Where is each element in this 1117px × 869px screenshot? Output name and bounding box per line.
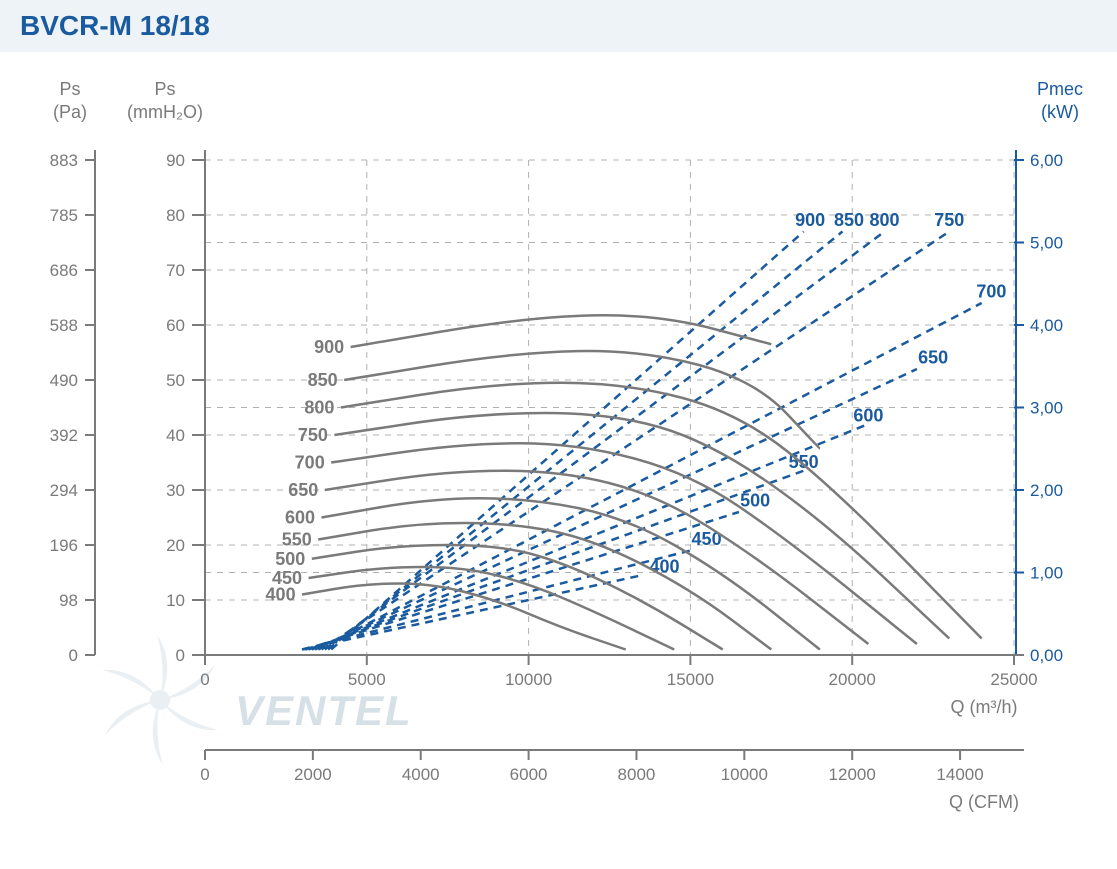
performance-curve-label: 650 bbox=[288, 480, 318, 500]
tick-x2: 8000 bbox=[618, 765, 656, 784]
tick-x2: 4000 bbox=[402, 765, 440, 784]
tick-mm: 20 bbox=[166, 536, 185, 555]
power-curve bbox=[312, 424, 869, 650]
chart-area: VENTEL Ps (Pa) Ps (mmH₂O) Pmec (kW) 0 98 196 294 39… bbox=[0, 60, 1117, 869]
axis-label-x2: Q (CFM) bbox=[949, 792, 1019, 812]
power-curve-label: 500 bbox=[740, 491, 770, 511]
tick-x1: 20000 bbox=[829, 670, 876, 689]
power-curve-label: 400 bbox=[649, 557, 679, 577]
tick-mm: 10 bbox=[166, 591, 185, 610]
tick-pmec: 0,00 bbox=[1030, 646, 1063, 665]
tick-pa: 294 bbox=[50, 481, 78, 500]
tick-pa: 785 bbox=[50, 206, 78, 225]
power-curve bbox=[315, 369, 917, 650]
power-curve-label: 650 bbox=[918, 348, 948, 368]
power-curve-label: 900 bbox=[795, 210, 825, 230]
tick-mm: 50 bbox=[166, 371, 185, 390]
tick-pmec: 4,00 bbox=[1030, 316, 1063, 335]
tick-pa: 490 bbox=[50, 371, 78, 390]
tick-x2: 10000 bbox=[721, 765, 768, 784]
power-curve-label: 750 bbox=[934, 210, 964, 230]
tick-pmec: 6,00 bbox=[1030, 151, 1063, 170]
tick-pa: 588 bbox=[50, 316, 78, 335]
axis-label-ps-pa: Ps bbox=[59, 79, 80, 99]
tick-x2: 14000 bbox=[936, 765, 983, 784]
tick-x2: 6000 bbox=[510, 765, 548, 784]
power-curve bbox=[321, 232, 949, 650]
performance-curve-label: 900 bbox=[314, 337, 344, 357]
performance-curve-label: 800 bbox=[304, 398, 334, 418]
tick-pmec: 5,00 bbox=[1030, 234, 1063, 253]
axis-label-ps-mm-unit: (mmH₂O) bbox=[127, 102, 203, 122]
tick-pmec: 3,00 bbox=[1030, 399, 1063, 418]
tick-pa: 196 bbox=[50, 536, 78, 555]
axis-label-x1: Q (m³/h) bbox=[951, 697, 1018, 717]
performance-curve-label: 750 bbox=[298, 425, 328, 445]
performance-curve-label: 600 bbox=[285, 508, 315, 528]
tick-pa: 686 bbox=[50, 261, 78, 280]
power-curve bbox=[309, 471, 804, 650]
performance-curve bbox=[344, 351, 820, 449]
tick-mm: 0 bbox=[176, 646, 185, 665]
tick-pmec: 2,00 bbox=[1030, 481, 1063, 500]
power-curve bbox=[331, 232, 803, 650]
tick-pa: 0 bbox=[69, 646, 78, 665]
performance-curve-label: 850 bbox=[308, 370, 338, 390]
performance-curve-label: 450 bbox=[272, 568, 302, 588]
axis-label-pmec: Pmec bbox=[1037, 79, 1083, 99]
tick-mm: 40 bbox=[166, 426, 185, 445]
performance-curve-label: 500 bbox=[275, 549, 305, 569]
chart-svg: VENTEL Ps (Pa) Ps (mmH₂O) Pmec (kW) 0 98 196 294 39… bbox=[0, 60, 1117, 869]
power-curve-label: 600 bbox=[853, 405, 883, 425]
tick-x2: 2000 bbox=[294, 765, 332, 784]
axis-label-pmec-unit: (kW) bbox=[1041, 102, 1079, 122]
tick-x1: 5000 bbox=[348, 670, 386, 689]
tick-mm: 60 bbox=[166, 316, 185, 335]
power-curve bbox=[325, 232, 885, 650]
watermark-text: VENTEL bbox=[235, 687, 413, 734]
power-curve-label: 700 bbox=[976, 282, 1006, 302]
tick-mm: 90 bbox=[166, 151, 185, 170]
title-bar: BVCR-M 18/18 bbox=[0, 0, 1117, 52]
performance-curve bbox=[321, 498, 819, 649]
performance-curve-label: 700 bbox=[295, 453, 325, 473]
tick-pmec: 1,00 bbox=[1030, 564, 1063, 583]
tick-mm: 80 bbox=[166, 206, 185, 225]
tick-pa: 883 bbox=[50, 151, 78, 170]
tick-x2: 0 bbox=[200, 765, 209, 784]
tick-mm: 30 bbox=[166, 481, 185, 500]
power-curve-label: 850 bbox=[834, 210, 864, 230]
tick-pa: 98 bbox=[59, 591, 78, 610]
performance-curve-label: 550 bbox=[282, 530, 312, 550]
power-curve-label: 800 bbox=[870, 210, 900, 230]
tick-x1: 15000 bbox=[667, 670, 714, 689]
axis-label-ps-mm: Ps bbox=[154, 79, 175, 99]
tick-mm: 70 bbox=[166, 261, 185, 280]
tick-x2: 12000 bbox=[829, 765, 876, 784]
performance-curve bbox=[334, 413, 949, 639]
tick-x1: 10000 bbox=[505, 670, 552, 689]
tick-pa: 392 bbox=[50, 426, 78, 445]
axis-label-ps-pa-unit: (Pa) bbox=[53, 102, 87, 122]
tick-x1: 0 bbox=[200, 670, 209, 689]
tick-x1: 25000 bbox=[990, 670, 1037, 689]
performance-curve bbox=[351, 315, 772, 347]
chart-title: BVCR-M 18/18 bbox=[20, 10, 1097, 42]
